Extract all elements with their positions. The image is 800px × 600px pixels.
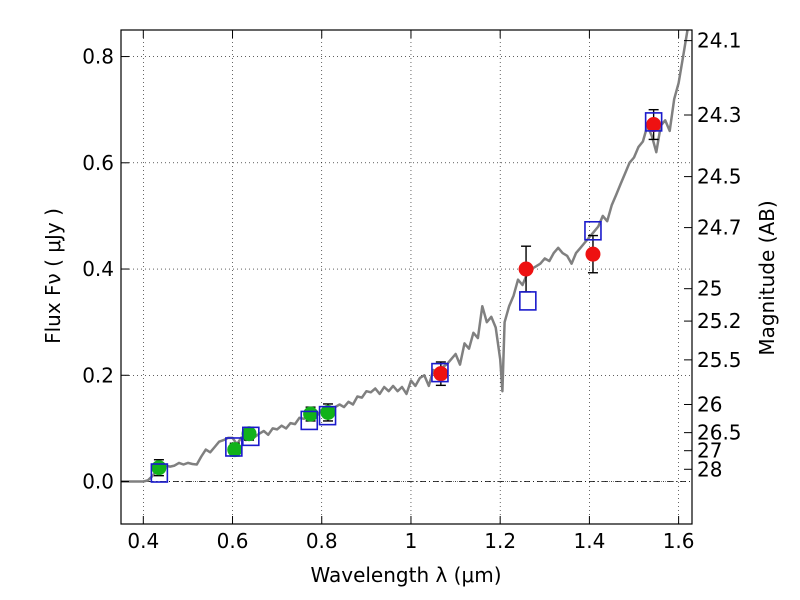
- right-tick-label: 26.5: [697, 421, 742, 445]
- model-band-square: [519, 291, 537, 311]
- optical-point-marker: [151, 460, 167, 476]
- model-band-square: [644, 112, 663, 132]
- y-tick-label: 0.4: [82, 257, 114, 281]
- plot-frame: [120, 29, 693, 525]
- model-band-square: [225, 437, 243, 457]
- x-tick-label: 0.6: [217, 529, 249, 553]
- model-band-square: [318, 405, 337, 426]
- right-tick-label: 25: [697, 277, 722, 301]
- x-tick-label: 1.4: [573, 529, 605, 553]
- optical-point-marker: [227, 442, 243, 458]
- x-tick-label: 1: [405, 529, 418, 553]
- right-tick-label: 28: [697, 457, 722, 481]
- y-tick-label: 0.2: [82, 363, 114, 387]
- nir-point-marker: [585, 246, 601, 262]
- right-tick-label: 24.7: [697, 216, 742, 240]
- x-tick-label: 1.2: [484, 529, 516, 553]
- optical-point-marker: [241, 426, 257, 442]
- model-band-square: [242, 426, 260, 447]
- right-tick-label: 26: [697, 392, 722, 416]
- x-axis-title: Wavelength λ (μm): [310, 563, 501, 587]
- nir-point-marker: [646, 117, 662, 133]
- model-spectrum-layer: [121, 29, 689, 483]
- y-tick-label: 0.0: [82, 470, 114, 494]
- right-axis-title: Magnitude (AB): [755, 200, 779, 355]
- right-tick-label: 24.5: [697, 165, 742, 189]
- y-axis-title: Flux Fν ( μJy ): [41, 208, 65, 344]
- nir-point-marker: [518, 261, 534, 277]
- right-tick-label: 25.2: [697, 309, 742, 333]
- right-tick-label: 24.1: [697, 29, 742, 53]
- ticks-layer: [121, 30, 692, 524]
- nir-point-marker: [433, 366, 449, 382]
- model-band-square: [584, 220, 602, 241]
- x-tick-label: 0.8: [306, 529, 338, 553]
- model-band-square: [300, 410, 319, 431]
- right-tick-label: 24.3: [697, 103, 742, 127]
- optical-point-marker: [303, 406, 319, 422]
- x-tick-label: 0.4: [127, 529, 159, 553]
- model-band-square: [431, 362, 449, 383]
- optical-point-marker: [320, 404, 336, 420]
- y-tick-label: 0.6: [82, 151, 114, 175]
- model-band-square: [150, 463, 169, 483]
- right-tick-label: 25.5: [697, 348, 742, 372]
- model-points-layer: [150, 112, 663, 483]
- right-tick-label: 27: [697, 439, 722, 463]
- model-spectrum-line: [121, 29, 689, 483]
- y-tick-label: 0.8: [82, 45, 114, 69]
- x-tick-label: 1.6: [663, 529, 695, 553]
- tick-labels-layer: 0.4 0.6 0.8 1 1.2 1.4 1.6 0.0 0.2 0.4 0.6 0.8 24.1 24…: [82, 29, 741, 553]
